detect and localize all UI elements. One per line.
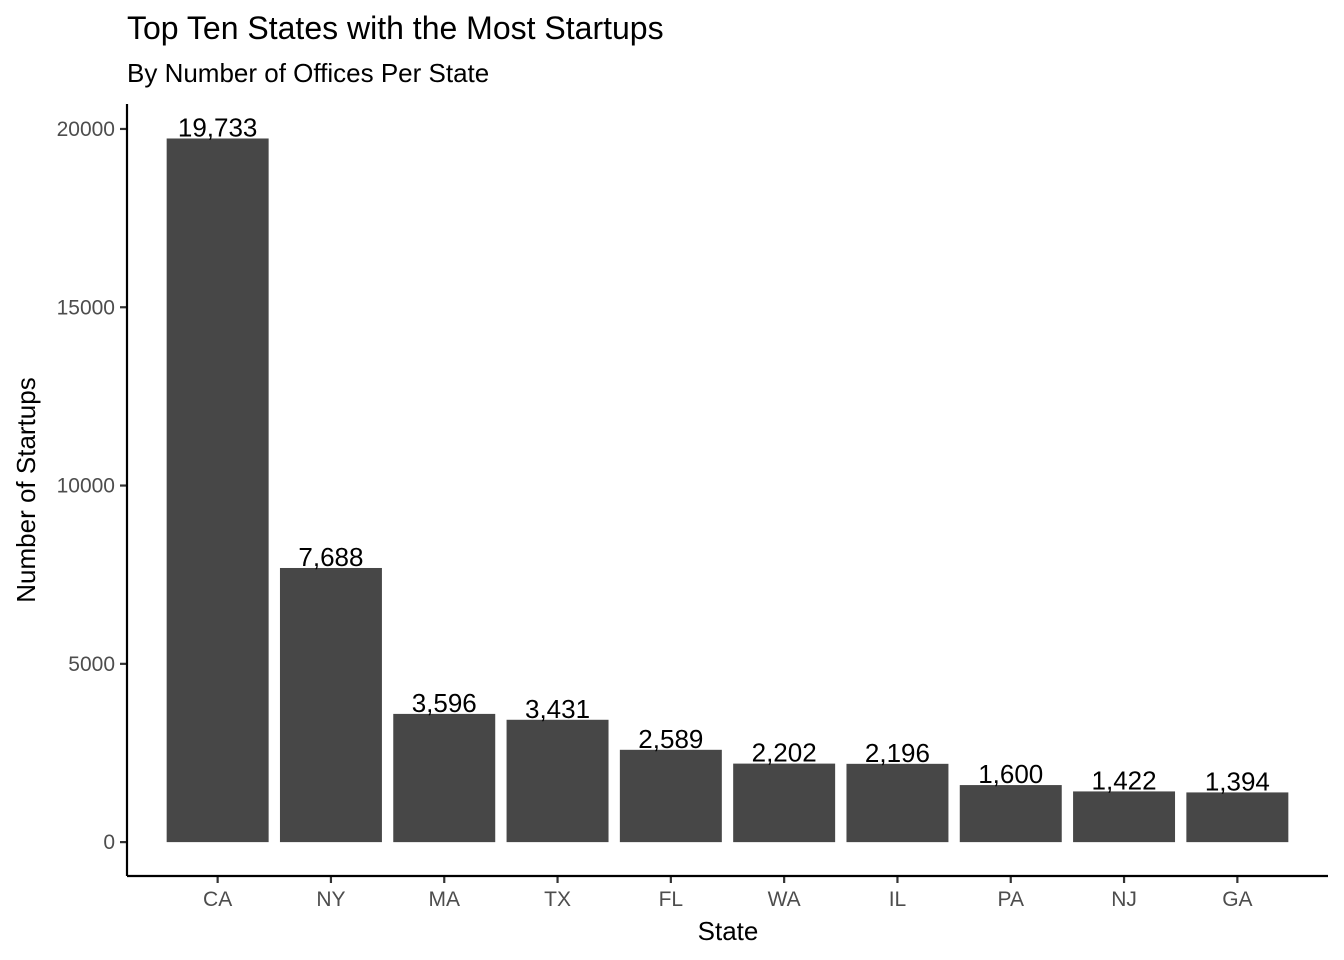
data-label-pa: 1,600 [978,759,1043,789]
y-tick-label-10000: 10000 [57,475,115,498]
x-tick-label-il: IL [889,888,907,911]
bar-ny [279,567,382,843]
data-label-tx: 3,431 [525,694,590,724]
y-tick-label-0: 0 [103,831,115,854]
y-axis: 0 5000 10000 15000 20000 [57,104,129,876]
data-label-il: 2,196 [865,738,930,768]
chart-title: Top Ten States with the Most Startups [127,10,664,46]
data-label-wa: 2,202 [752,738,817,768]
data-label-nj: 1,422 [1092,765,1157,795]
x-tick-label-pa: PA [998,888,1024,911]
x-tick-label-tx: TX [544,888,571,911]
data-label-ga: 1,394 [1205,766,1270,796]
y-tick-label-20000: 20000 [57,118,115,141]
x-tick-label-fl: FL [659,888,684,911]
bar-ca [166,138,269,843]
data-label-fl: 2,589 [638,724,703,754]
data-labels-group: 19,733 7,688 3,596 3,431 2,589 2,202 2,196 1,60… [178,112,1270,796]
x-tick-label-ma: MA [429,888,461,911]
x-tick-label-nj: NJ [1111,888,1137,911]
data-label-ma: 3,596 [412,688,477,718]
y-axis-title: Number of Startups [11,377,41,602]
bar-fl [619,749,722,843]
bar-ma [393,713,496,843]
data-label-ca: 19,733 [178,112,258,142]
bar-ga [1186,792,1289,843]
chart-subtitle: By Number of Offices Per State [127,58,489,88]
y-tick-label-15000: 15000 [57,296,115,319]
bars-group [166,138,1289,843]
x-tick-label-wa: WA [768,888,801,911]
bar-tx [506,719,609,843]
y-tick-label-5000: 5000 [68,653,115,676]
x-axis-title: State [698,916,759,946]
x-tick-label-ga: GA [1222,888,1252,911]
bar-nj [1073,791,1176,843]
bar-il [846,763,949,843]
x-tick-label-ca: CA [203,888,232,911]
x-axis: CA NY MA TX FL WA IL PA NJ GA [127,874,1328,911]
x-tick-label-ny: NY [316,888,345,911]
data-label-ny: 7,688 [298,542,363,572]
bar-pa [959,785,1062,843]
bar-wa [733,763,836,843]
